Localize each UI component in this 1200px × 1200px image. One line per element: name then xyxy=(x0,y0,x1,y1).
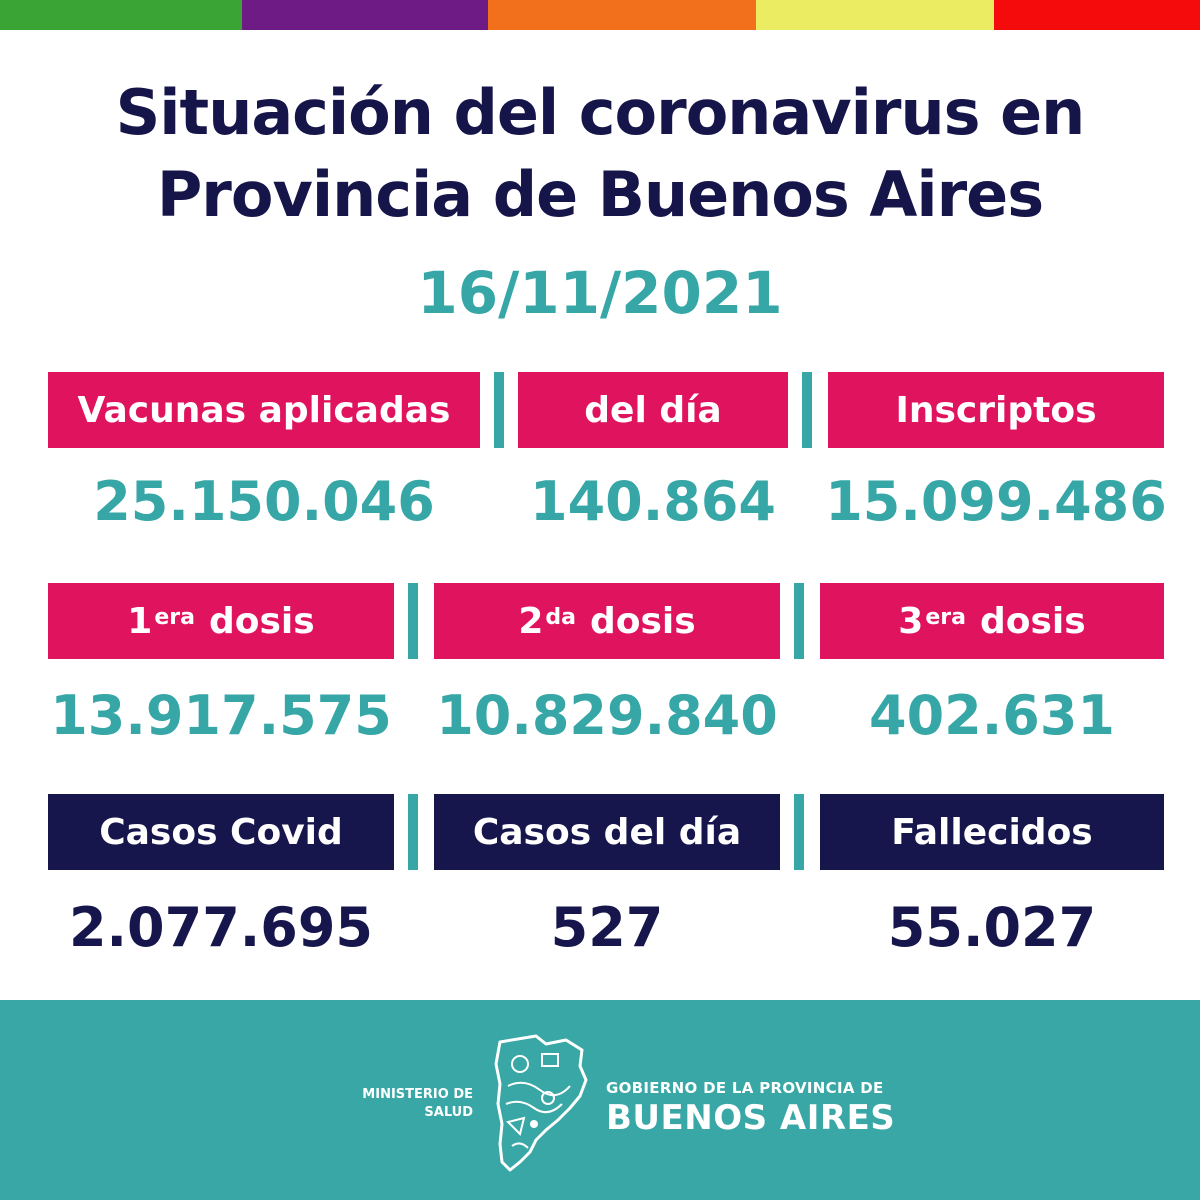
header-tercera-dosis: 3 era dosis xyxy=(820,583,1164,659)
government-logo-text: GOBIERNO DE LA PROVINCIA DE BUENOS AIRES xyxy=(606,1078,895,1138)
segunda-dosis-word: dosis xyxy=(589,600,696,642)
header-vacunas-aplicadas-label: Vacunas aplicadas xyxy=(77,389,451,431)
page-title: Situación del coronavirus en Provincia d… xyxy=(0,72,1200,236)
header-fallecidos-label: Fallecidos xyxy=(891,811,1093,853)
separator xyxy=(794,583,804,659)
header-primera-dosis: 1 era dosis xyxy=(48,583,394,659)
gov-line-2: BUENOS AIRES xyxy=(606,1098,896,1138)
separator xyxy=(408,794,418,870)
header-inscriptos-label: Inscriptos xyxy=(895,389,1097,431)
primera-dosis-word: dosis xyxy=(208,600,315,642)
tercera-dosis-ordinal: era xyxy=(925,604,966,630)
buenos-aires-province-map-icon xyxy=(494,1034,588,1172)
stripe-yellow xyxy=(756,0,994,30)
ministry-line-2: SALUD xyxy=(424,1105,473,1120)
header-casos-covid-label: Casos Covid xyxy=(99,811,343,853)
ministry-label: MINISTERIO DE SALUD xyxy=(330,1086,473,1122)
title-line-1: Situación del coronavirus en xyxy=(115,76,1086,149)
header-casos-covid: Casos Covid xyxy=(48,794,394,870)
header-del-dia-label: del día xyxy=(584,389,722,431)
color-stripe xyxy=(0,0,1200,30)
value-del-dia: 140.864 xyxy=(530,469,776,533)
header-inscriptos: Inscriptos xyxy=(828,372,1164,448)
stripe-red xyxy=(994,0,1200,30)
value-fallecidos: 55.027 xyxy=(887,895,1097,959)
stripe-purple xyxy=(242,0,488,30)
value-primera-dosis: 13.917.575 xyxy=(50,683,392,747)
stripe-orange xyxy=(488,0,756,30)
primera-dosis-number: 1 xyxy=(127,600,153,642)
value-vacunas-aplicadas: 25.150.046 xyxy=(93,469,435,533)
header-casos-del-dia-label: Casos del día xyxy=(472,811,742,853)
value-tercera-dosis: 402.631 xyxy=(869,683,1115,747)
separator xyxy=(794,794,804,870)
value-segunda-dosis: 10.829.840 xyxy=(436,683,778,747)
gov-line-1: GOBIERNO DE LA PROVINCIA DE xyxy=(606,1079,884,1097)
header-vacunas-aplicadas: Vacunas aplicadas xyxy=(48,372,480,448)
primera-dosis-ordinal: era xyxy=(154,604,195,630)
footer-bar xyxy=(0,1000,1200,1200)
separator xyxy=(408,583,418,659)
header-fallecidos: Fallecidos xyxy=(820,794,1164,870)
value-casos-del-dia: 527 xyxy=(550,895,664,959)
value-casos-covid: 2.077.695 xyxy=(68,895,374,959)
segunda-dosis-ordinal: da xyxy=(545,604,576,630)
report-date: 16/11/2021 xyxy=(417,259,783,327)
tercera-dosis-number: 3 xyxy=(898,600,924,642)
title-line-2: Provincia de Buenos Aires xyxy=(156,158,1044,231)
header-casos-del-dia: Casos del día xyxy=(434,794,780,870)
stripe-green xyxy=(0,0,242,30)
ministry-line-1: MINISTERIO DE xyxy=(362,1087,473,1102)
header-segunda-dosis: 2 da dosis xyxy=(434,583,780,659)
tercera-dosis-word: dosis xyxy=(979,600,1086,642)
header-del-dia: del día xyxy=(518,372,788,448)
separator xyxy=(494,372,504,448)
separator xyxy=(802,372,812,448)
value-inscriptos: 15.099.486 xyxy=(825,469,1167,533)
segunda-dosis-number: 2 xyxy=(518,600,544,642)
